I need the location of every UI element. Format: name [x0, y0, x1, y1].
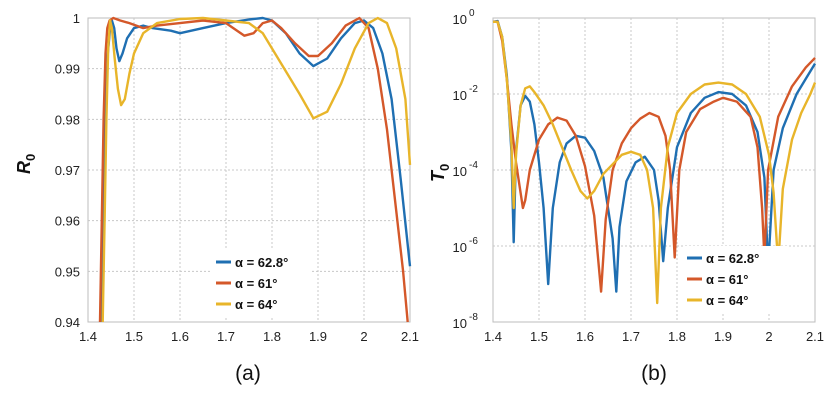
x-tick-label: 1.6 — [576, 329, 594, 344]
panel-b-legend: α = 62.8° α = 61° α = 64° — [683, 246, 787, 314]
x-tick-label: 1.9 — [309, 329, 327, 344]
y-tick-exponent: -6 — [469, 236, 478, 247]
legend-label: α = 64° — [235, 297, 277, 312]
x-tick-label: 1.4 — [79, 329, 97, 344]
legend-label: α = 61° — [235, 276, 277, 291]
panel-a-chart: 1.4 1.5 1.6 1.7 1.8 1.9 2 2.1 0.940.950.960.970… — [14, 11, 419, 385]
legend-label: α = 62.8° — [706, 251, 759, 266]
y-tick-exponent: 0 — [469, 8, 475, 19]
x-tick-label: 1.5 — [530, 329, 548, 344]
y-tick-label: 0.96 — [55, 214, 80, 229]
panel-b-series — [492, 19, 817, 305]
legend-label: α = 64° — [706, 293, 748, 308]
y-tick-label: 10 — [453, 164, 467, 179]
panel-a-caption: (a) — [235, 362, 261, 385]
y-tick-label: 0.94 — [55, 315, 80, 330]
y-tick-exponent: -4 — [469, 160, 478, 171]
x-tick-label: 1.5 — [125, 329, 143, 344]
x-tick-label: 2.1 — [806, 329, 824, 344]
panel-a-y-axis-label: R0 — [14, 154, 38, 174]
panel-a-y-ticks: 0.94 0.95 0.96 0.97 0.98 0.99 1 — [55, 11, 80, 330]
y-tick-label: 10 — [453, 316, 467, 331]
x-tick-label: 1.7 — [217, 329, 235, 344]
y-tick-label: 1 — [73, 11, 80, 26]
y-tick-label: 0.98 — [55, 112, 80, 127]
panel-a-x-ticks: 1.4 1.5 1.6 1.7 1.8 1.9 2 2.1 — [79, 329, 419, 344]
x-tick-label: 1.7 — [622, 329, 640, 344]
x-tick-label: 1.6 — [171, 329, 189, 344]
series-line — [493, 20, 817, 305]
x-tick-label: 2.1 — [401, 329, 419, 344]
panel-a-series — [98, 16, 412, 323]
y-tick-exponent: -2 — [469, 84, 478, 95]
series-line — [493, 20, 816, 293]
y-tick-label: 0.95 — [55, 264, 80, 279]
panel-a-legend: α = 62.8° α = 61° α = 64° — [212, 250, 312, 318]
panel-b-caption: (b) — [641, 362, 667, 385]
y-tick-label: 0.99 — [55, 62, 80, 77]
panel-b-chart: 1.4 1.5 1.6 1.7 1.8 1.9 2 2.1 10 -810 -610 -410 -21… — [428, 8, 824, 385]
y-tick-label: 10 — [453, 88, 467, 103]
panel-b-y-axis-label: T0 — [428, 164, 452, 182]
series-line — [101, 16, 412, 323]
x-tick-label: 1.4 — [484, 329, 502, 344]
y-tick-label: 10 — [453, 240, 467, 255]
x-tick-label: 1.8 — [668, 329, 686, 344]
y-tick-exponent: -8 — [469, 312, 478, 323]
x-tick-label: 1.9 — [714, 329, 732, 344]
y-tick-label: 0.97 — [55, 163, 80, 178]
x-tick-label: 2 — [765, 329, 772, 344]
legend-label: α = 62.8° — [235, 255, 288, 270]
y-tick-label: 10 — [453, 12, 467, 27]
x-tick-label: 2 — [360, 329, 367, 344]
x-tick-label: 1.8 — [263, 329, 281, 344]
panel-b-x-ticks: 1.4 1.5 1.6 1.7 1.8 1.9 2 2.1 — [484, 329, 824, 344]
legend-label: α = 61° — [706, 272, 748, 287]
